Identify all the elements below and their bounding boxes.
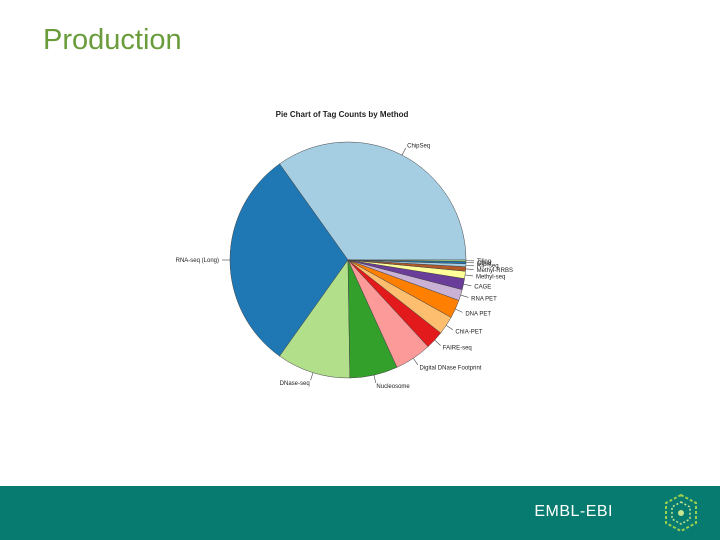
leader-line-digital-dnase-footprint [413,358,419,366]
slice-label-chia-pet: ChIA-PET [455,329,482,335]
leader-line-methyl-rrbs [465,268,474,270]
slice-label-faire-seq: FAIRE-seq [443,346,472,352]
leader-line-dna-pet [455,308,463,313]
leader-line-methyl-seq [465,274,474,277]
slice-label-chipseq: ChipSeq [407,143,430,149]
leader-line-chia-pet [446,325,454,331]
slide-title: Production [43,24,182,56]
slice-label-cage: CAGE [474,284,491,290]
slice-label-methyl-seq: Methyl-seq [476,274,505,280]
chart-title: Pie Chart of Tag Counts by Method [276,110,409,119]
slice-label-tiling: Tiling [477,259,491,265]
pie-slice-rna-seq-long [229,163,349,357]
pie-slice-chipseq [279,141,467,261]
slice-label-rna-seq-long: RNA-seq (Long) [176,258,219,264]
pie-labels: ChipSeq RNA-seq (Long) DNase-seq Nucleosome… [176,143,513,389]
slice-label-dnase-seq: DNase-seq [280,381,310,387]
brand-name: EMBL-EBI [534,503,613,520]
leader-line-faire-seq [434,339,441,346]
leader-line-chipseq [401,147,407,156]
slice-label-nucleosome: Nucleosome [376,384,410,390]
pie-slices [229,141,467,379]
leader-line-dnase-seq [310,372,314,381]
footer-bar: EMBL-EBI [0,486,720,540]
slice-label-rna-pet: RNA PET [471,296,497,302]
leader-line-cage [463,283,472,287]
pie-chart: Pie Chart of Tag Counts by Method ChipSe… [150,95,530,395]
hexagon-cube-icon [665,493,697,533]
slice-label-rip-seq: RIP-seq [477,264,499,270]
slice-label-dna-pet: DNA PET [465,312,491,318]
leader-line-nucleosome [373,375,377,383]
slice-label-digital-dnase-footprint: Digital DNase Footprint [419,365,481,371]
pie-chart-svg: Pie Chart of Tag Counts by Method ChipSe… [176,110,513,390]
slice-label-other: Other [477,261,492,267]
slice-label-methyl-rrbs: Methyl-RRBS [477,268,513,274]
leader-line-rna-pet [460,294,469,298]
pie-slice-dnase-seq [279,259,351,379]
